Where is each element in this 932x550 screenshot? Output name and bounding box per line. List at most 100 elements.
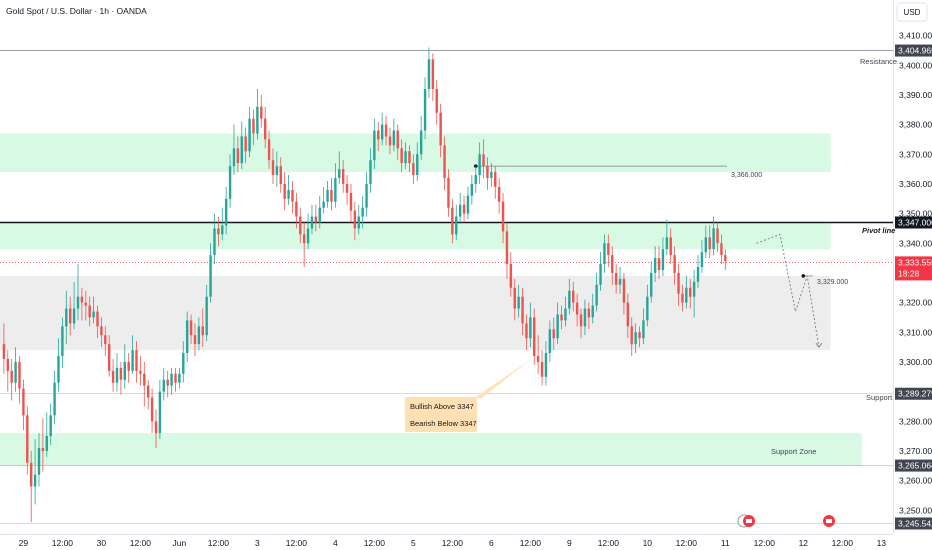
candle xyxy=(673,246,676,285)
candle xyxy=(400,139,403,173)
candle-body xyxy=(369,160,372,184)
candle xyxy=(439,103,442,158)
candle-body xyxy=(275,166,279,176)
candle xyxy=(568,278,571,315)
candle-body xyxy=(221,225,224,235)
candle xyxy=(143,361,146,407)
candle-body xyxy=(302,234,306,244)
candle-body xyxy=(611,255,614,273)
candle xyxy=(408,145,411,173)
candle-body xyxy=(377,130,380,140)
candle xyxy=(107,335,111,377)
candle xyxy=(123,344,126,389)
candle-body xyxy=(650,272,653,297)
candle-body xyxy=(170,373,173,386)
candle-body xyxy=(552,329,555,339)
candle xyxy=(423,77,427,140)
candle xyxy=(197,317,201,351)
event-icon[interactable] xyxy=(823,515,835,527)
candle xyxy=(115,353,119,392)
candle-body xyxy=(41,447,45,451)
candle-body xyxy=(486,166,489,178)
candle xyxy=(26,406,29,475)
candle-body xyxy=(564,308,567,321)
x-tick-label: 6 xyxy=(489,538,494,548)
candle xyxy=(361,195,364,229)
candle xyxy=(6,350,10,392)
candle-body xyxy=(189,320,193,336)
candle-body xyxy=(458,204,462,217)
candle-body xyxy=(400,148,403,164)
candle xyxy=(345,175,349,205)
currency-button[interactable]: USD xyxy=(896,2,928,22)
candle xyxy=(677,264,680,306)
candle xyxy=(599,252,602,291)
candle xyxy=(525,314,528,351)
candle xyxy=(29,450,33,523)
candle xyxy=(572,281,575,312)
current-price-tag-bg xyxy=(895,256,932,281)
candle-body xyxy=(490,172,493,178)
y-tick-label: 3,360.000 xyxy=(899,179,932,189)
candle xyxy=(638,326,641,348)
candle xyxy=(529,302,532,348)
candle-body xyxy=(614,272,618,285)
candle xyxy=(642,308,645,345)
candle xyxy=(256,89,259,140)
candle xyxy=(228,154,232,208)
candle xyxy=(334,163,337,208)
candle-body xyxy=(720,243,723,256)
candle-body xyxy=(224,198,228,226)
candle-body xyxy=(657,258,661,270)
candle xyxy=(412,154,415,184)
candle xyxy=(447,169,450,217)
candle xyxy=(552,317,555,351)
candle xyxy=(653,246,657,282)
y-tick-label: 3,280.000 xyxy=(899,416,932,426)
candle xyxy=(37,433,41,487)
candle-body xyxy=(310,216,314,229)
candle xyxy=(665,219,669,256)
current-price-tag: 3,333.55518:28 xyxy=(895,256,932,281)
candle xyxy=(205,284,208,342)
candle xyxy=(650,261,653,303)
candle xyxy=(404,142,407,170)
callout: Bullish Above 3347 Bearish Below 3347 xyxy=(405,360,530,432)
candle xyxy=(80,287,84,321)
candle xyxy=(322,186,325,214)
x-tick-label: 10 xyxy=(643,538,653,548)
candle-body xyxy=(228,166,232,199)
candle-body xyxy=(213,228,216,256)
candle-body xyxy=(314,216,318,223)
candle-body xyxy=(33,474,37,487)
candle-body xyxy=(65,308,68,327)
candle xyxy=(689,278,692,309)
x-tick-label: 12:00 xyxy=(442,538,464,548)
y-tick-label: 3,350.000 xyxy=(899,209,932,219)
candle xyxy=(182,341,185,383)
candle-body xyxy=(143,373,146,386)
candle-body xyxy=(326,189,329,202)
candle xyxy=(131,335,134,374)
candle xyxy=(76,264,80,321)
candle-body xyxy=(599,264,602,285)
candle xyxy=(646,284,649,327)
candle xyxy=(178,367,181,389)
candle-body xyxy=(591,305,594,318)
y-tick-label: 3,260.000 xyxy=(899,476,932,486)
candle xyxy=(587,302,591,330)
candle-body xyxy=(513,287,516,309)
candle-body xyxy=(419,130,423,155)
candle-body xyxy=(205,296,208,336)
candle-body xyxy=(544,353,548,377)
candle xyxy=(314,204,318,232)
candle-body xyxy=(338,169,341,178)
candle-body xyxy=(271,160,275,176)
candle xyxy=(221,207,224,241)
x-tick-label: 9 xyxy=(567,538,572,548)
candle xyxy=(603,234,606,273)
candle xyxy=(497,178,501,214)
candle-body xyxy=(646,296,649,321)
event-icon[interactable] xyxy=(737,514,755,528)
